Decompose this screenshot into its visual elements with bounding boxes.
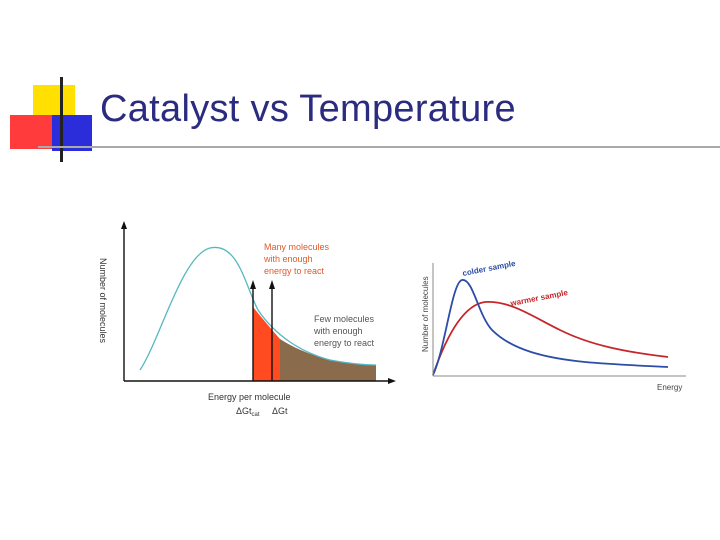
colder-sample-label: colder sample — [462, 259, 517, 278]
right-y-axis-label: Number of molecules — [421, 276, 430, 352]
threshold-label-catalyzed-sub: cat — [252, 412, 260, 418]
left-y-axis-label: Number of molecules — [98, 258, 108, 344]
decor-vertical-line — [60, 77, 63, 162]
label-few-line-3: energy to react — [314, 338, 375, 348]
warmer-sample-label: warmer sample — [509, 288, 569, 308]
threshold-arrow-uncatalyzed — [269, 280, 275, 289]
threshold-label-catalyzed-main: ΔGt — [236, 406, 252, 416]
right-x-axis-label: Energy — [657, 383, 682, 392]
warmer-sample-curve — [432, 301, 669, 376]
threshold-label-catalyzed: ΔGtcat — [236, 406, 260, 418]
threshold-label-uncatalyzed: ΔGt — [272, 406, 288, 416]
label-few-line-1: Few molecules — [314, 314, 375, 324]
left-x-axis-arrow — [388, 378, 396, 384]
decor-red-square — [10, 115, 54, 149]
left-y-axis-arrow — [121, 221, 127, 229]
slide-title: Catalyst vs Temperature — [100, 88, 516, 130]
threshold-arrow-catalyzed — [250, 280, 256, 289]
label-few-line-2: with enough — [313, 326, 363, 336]
decor-blue-square — [52, 115, 92, 151]
left-energy-distribution-diagram: Number of molecules Many molecules with … — [98, 221, 396, 418]
distribution-curve — [139, 246, 377, 371]
shaded-region-many — [253, 307, 280, 381]
label-many-line-2: with enough — [263, 254, 313, 264]
title-underline — [38, 146, 720, 148]
label-many-line-3: energy to react — [264, 266, 325, 276]
right-temperature-diagram: Number of molecules colder sample warmer… — [421, 259, 686, 392]
label-many-line-1: Many molecules — [264, 242, 330, 252]
left-x-axis-label: Energy per molecule — [208, 392, 291, 402]
colder-sample-curve — [432, 279, 669, 376]
